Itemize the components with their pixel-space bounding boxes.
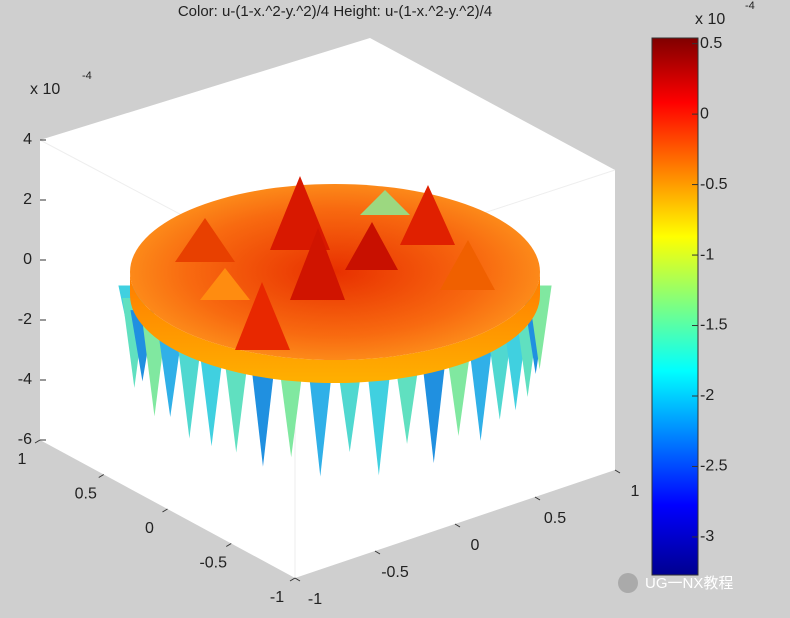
colorbar-tick-label: 0.5 bbox=[700, 35, 722, 52]
x-tick bbox=[294, 577, 301, 582]
z-tick-label: 2 bbox=[23, 191, 32, 208]
z-tick-label: 0 bbox=[23, 251, 32, 268]
colorbar-tick-label: -1.5 bbox=[700, 317, 728, 334]
spike bbox=[158, 332, 183, 418]
x-tick bbox=[614, 469, 621, 474]
x-tick-label: -0.5 bbox=[381, 564, 409, 581]
peak bbox=[440, 240, 495, 290]
peak bbox=[175, 218, 235, 262]
y-tick bbox=[225, 543, 232, 547]
x-tick-label: 0.5 bbox=[544, 510, 566, 527]
peak bbox=[360, 190, 410, 215]
y-tick bbox=[98, 474, 105, 478]
y-tick bbox=[162, 508, 168, 513]
x-tick-label: 0 bbox=[471, 537, 480, 554]
y-tick bbox=[34, 439, 41, 444]
x-tick-label: -1 bbox=[308, 591, 322, 608]
z-tick-label: -2 bbox=[18, 311, 32, 328]
colorbar-multiplier: x 10 bbox=[695, 11, 725, 28]
spike bbox=[308, 367, 333, 477]
y-tick bbox=[289, 577, 296, 582]
spike bbox=[337, 367, 362, 453]
spike bbox=[177, 341, 202, 439]
colorbar-tick-label: -0.5 bbox=[700, 176, 728, 193]
peak bbox=[235, 282, 290, 350]
spike bbox=[250, 362, 275, 467]
spike bbox=[366, 365, 391, 476]
y-tick-label: 1 bbox=[18, 451, 27, 468]
colorbar-tick-label: -1 bbox=[700, 246, 714, 263]
colorbar-tick-label: -2.5 bbox=[700, 458, 728, 475]
peak bbox=[400, 185, 455, 245]
y-tick-label: -1 bbox=[270, 589, 284, 606]
spike bbox=[446, 350, 471, 436]
peak bbox=[270, 176, 330, 250]
y-tick-label: 0.5 bbox=[75, 486, 97, 503]
watermark: UG一NX教程 bbox=[645, 575, 733, 592]
peak bbox=[345, 222, 398, 270]
watermark-icon bbox=[618, 573, 638, 593]
surface bbox=[118, 285, 552, 477]
spike bbox=[395, 362, 420, 445]
peak bbox=[290, 228, 345, 300]
colorbar-tick-label: 0 bbox=[700, 105, 709, 122]
spike bbox=[468, 341, 493, 441]
spike bbox=[224, 357, 249, 453]
spike bbox=[487, 332, 512, 420]
z-multiplier: x 10 bbox=[30, 81, 60, 98]
rim-wall bbox=[130, 272, 540, 383]
y-tick-label: -0.5 bbox=[199, 555, 227, 572]
colorbar-multiplier-power: -4 bbox=[745, 0, 755, 12]
x-tick bbox=[454, 523, 461, 528]
spike bbox=[421, 357, 446, 464]
z-tick-label: -6 bbox=[18, 431, 32, 448]
surface-peaks bbox=[130, 176, 540, 383]
spike bbox=[199, 350, 224, 447]
colorbar-tick-label: -2 bbox=[700, 387, 714, 404]
y-tick-label: 0 bbox=[145, 520, 154, 537]
colorbar-tick-label: -3 bbox=[700, 528, 714, 545]
chart-title: Color: u-(1-x.^2-y.^2)/4 Height: u-(1-x.… bbox=[178, 3, 492, 20]
x-tick bbox=[374, 550, 381, 555]
z-tick-label: 4 bbox=[23, 131, 32, 148]
z-tick-label: -4 bbox=[18, 371, 32, 388]
colorbar bbox=[651, 37, 699, 576]
x-tick-label: 1 bbox=[631, 483, 640, 500]
z-multiplier-power: -4 bbox=[82, 70, 92, 82]
x-tick bbox=[534, 496, 541, 501]
spike bbox=[279, 365, 304, 458]
peak bbox=[200, 268, 250, 300]
